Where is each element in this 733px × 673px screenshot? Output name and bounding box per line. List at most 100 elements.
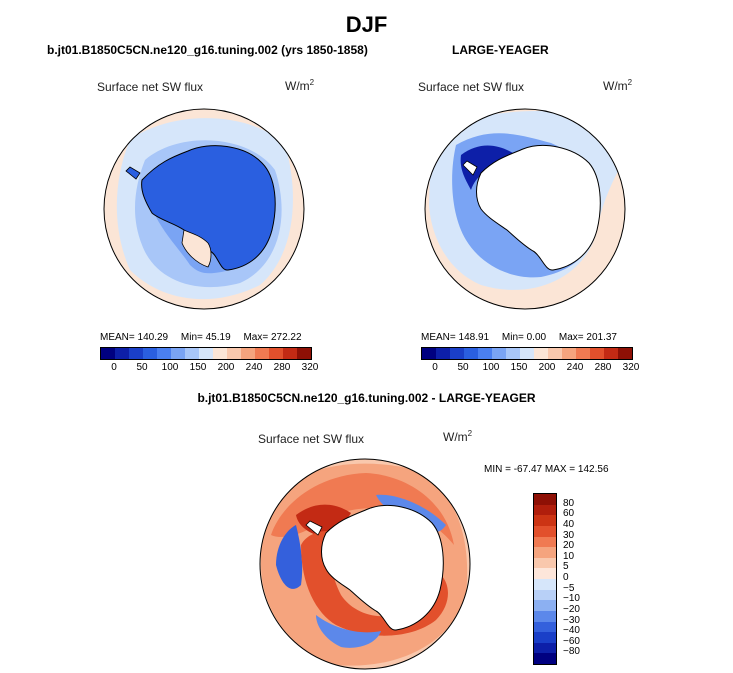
panel-2-map-border	[424, 108, 626, 310]
colorbar-swatch	[520, 348, 534, 359]
panel-3-peninsula	[305, 520, 323, 536]
colorbar-swatch	[199, 348, 213, 359]
colorbar-swatch	[143, 348, 157, 359]
colorbar-swatch	[534, 621, 556, 633]
panel-1-stats: MEAN= 140.29 Min= 45.19 Max= 272.22	[100, 332, 310, 343]
colorbar-swatch	[255, 348, 269, 359]
colorbar-tick-label: 80	[563, 497, 575, 509]
colorbar-swatch	[492, 348, 506, 359]
colorbar-tick-label: −20	[563, 603, 580, 615]
colorbar-tick-label: 100	[161, 362, 179, 373]
colorbar-tick-label: 320	[622, 362, 640, 373]
colorbar-swatch	[213, 348, 227, 359]
colorbar-swatch	[506, 348, 520, 359]
colorbar-tick-label: 280	[273, 362, 291, 373]
panel-3-colorbar-ticks: 80 60 40 30 20 10 5 0 −5 −10 −20 −30 −40 −60 −80	[563, 493, 603, 663]
colorbar-tick-label: −5	[563, 582, 575, 594]
colorbar-tick-label: 150	[510, 362, 528, 373]
colorbar-swatch	[534, 557, 556, 569]
panel-1-units: W/m2	[285, 78, 314, 93]
colorbar-swatch	[185, 348, 199, 359]
colorbar-swatch	[101, 348, 115, 359]
panel-1-ross-ice-shelf	[181, 229, 212, 268]
colorbar-tick-label: −30	[563, 614, 580, 626]
panel-1-map	[103, 108, 305, 310]
colorbar-swatch	[171, 348, 185, 359]
colorbar-swatch	[534, 568, 556, 579]
panel-3-outer-ring	[271, 473, 454, 545]
panel-3-map-border	[259, 458, 471, 670]
panel-1-max-label: Max=	[243, 332, 269, 343]
panel-1-units-base: W/m	[285, 79, 310, 93]
panel-1-colorbar	[100, 347, 312, 360]
colorbar-swatch	[534, 525, 556, 537]
colorbar-swatch	[534, 348, 548, 359]
colorbar-swatch	[297, 348, 311, 359]
colorbar-tick-label: 20	[563, 540, 575, 552]
colorbar-tick-label: 320	[301, 362, 319, 373]
panel-3-units: W/m2	[443, 429, 472, 444]
panel-1-title: Surface net SW flux	[97, 80, 204, 94]
colorbar-swatch	[227, 348, 241, 359]
panel-2-units-exp: 2	[627, 78, 633, 87]
colorbar-tick-label: 0	[432, 362, 438, 373]
colorbar-tick-label: 10	[563, 550, 575, 562]
panel-1-mean-value: 140.29	[137, 332, 169, 343]
panel-2-title: Surface net SW flux	[418, 80, 525, 94]
colorbar-swatch	[534, 600, 556, 611]
colorbar-tick-label: 200	[538, 362, 556, 373]
panel-3-title: Surface net SW flux	[258, 432, 365, 446]
colorbar-tick-label: 5	[563, 561, 569, 573]
colorbar-swatch	[129, 348, 143, 359]
panel-2-mean-value: 148.91	[458, 332, 490, 343]
colorbar-tick-label: 60	[563, 508, 575, 520]
colorbar-swatch	[283, 348, 297, 359]
colorbar-tick-label: −60	[563, 635, 580, 647]
colorbar-tick-label: 30	[563, 529, 575, 541]
colorbar-swatch	[618, 348, 632, 359]
colorbar-swatch	[436, 348, 450, 359]
panel-3-map	[259, 458, 471, 670]
panel-1-map-border	[103, 108, 305, 310]
colorbar-swatch	[534, 579, 556, 590]
panel-1-mean-label: MEAN=	[100, 332, 135, 343]
panel-3-units-base: W/m	[443, 430, 468, 444]
colorbar-tick-label: −80	[563, 646, 580, 658]
panel-1-peninsula	[125, 166, 141, 180]
colorbar-swatch	[534, 653, 556, 664]
colorbar-swatch	[534, 632, 556, 643]
colorbar-swatch	[590, 348, 604, 359]
colorbar-swatch	[534, 504, 556, 516]
panel-2-units-base: W/m	[603, 79, 628, 93]
colorbar-swatch	[534, 494, 556, 505]
panel-2-stats: MEAN= 148.91 Min= 0.00 Max= 201.37	[421, 332, 636, 343]
panel-1-min-value: 45.19	[205, 332, 231, 343]
panel-3-subtitle: b.jt01.B1850C5CN.ne120_g16.tuning.002 - …	[197, 391, 536, 405]
colorbar-swatch	[534, 610, 556, 622]
panel-3-antarctica	[321, 505, 444, 631]
panel-3-units-exp: 2	[467, 429, 473, 438]
colorbar-tick-label: 0	[563, 572, 569, 583]
panel-3-negative-south	[316, 615, 381, 648]
panel-2-units: W/m2	[603, 78, 632, 93]
colorbar-tick-label: 40	[563, 518, 575, 530]
panel-1-colorbar-ticks: 0 50 100 150 200 240 280 320	[100, 362, 318, 374]
panel-3-stats: MIN = -67.47 MAX = 142.56	[484, 464, 609, 475]
colorbar-tick-label: −40	[563, 625, 580, 637]
colorbar-swatch	[576, 348, 590, 359]
panel-1-min-label: Min=	[180, 332, 203, 343]
panel-2-colorbar-ticks: 0 50 100 150 200 240 280 320	[421, 362, 639, 374]
panel-2-max-label: Max=	[558, 332, 584, 343]
colorbar-swatch	[548, 348, 562, 359]
colorbar-tick-label: 240	[566, 362, 584, 373]
colorbar-swatch	[115, 348, 129, 359]
colorbar-swatch	[604, 348, 618, 359]
panel-2-antarctica	[476, 145, 601, 271]
colorbar-swatch	[241, 348, 255, 359]
panel-1-max-value: 272.22	[270, 332, 302, 343]
colorbar-tick-label: 0	[111, 362, 117, 373]
colorbar-tick-label: 150	[189, 362, 207, 373]
colorbar-tick-label: 240	[245, 362, 263, 373]
panel-2-min-value: 0.00	[526, 332, 547, 343]
colorbar-swatch	[464, 348, 478, 359]
